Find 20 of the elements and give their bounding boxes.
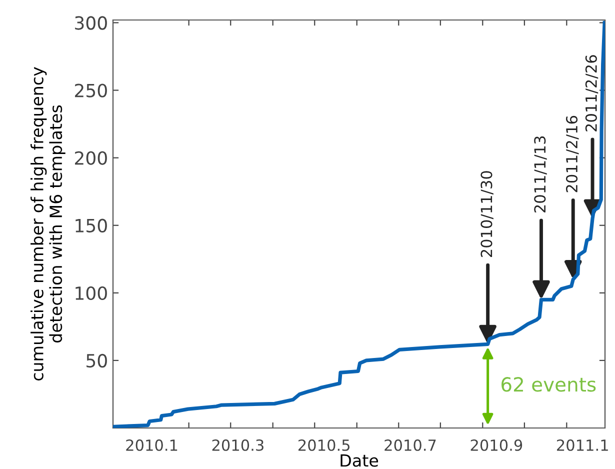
annotation: 2011/2/16: [566, 116, 579, 192]
y-tick-label: 200: [75, 151, 107, 165]
x-tick-label: 2010.7: [384, 439, 436, 451]
y-tick-label: 300: [75, 16, 107, 30]
x-tick-label: 2010.3: [212, 439, 264, 451]
x-tick-label: 2010.1: [126, 439, 178, 451]
y-tick-label: 250: [75, 84, 107, 98]
annotation: 2011/2/26: [585, 55, 598, 132]
y-axis-title: cumulative number of high frequency detection with M6 templates: [30, 67, 66, 381]
annotation: 2011/1/13: [534, 136, 547, 212]
y-tick-label: 100: [76, 286, 107, 300]
x-tick-label: 2010.9: [470, 439, 522, 451]
annotation: 2010/11/30: [480, 171, 494, 258]
x-tick-label: 2011.1: [556, 439, 608, 451]
line-series: [113, 20, 605, 428]
annotation: 62 events: [502, 377, 596, 392]
x-tick-label: 2010.5: [298, 439, 350, 451]
y-tick-label: 50: [86, 354, 107, 368]
y-tick-label: 150: [76, 218, 107, 232]
x-axis-title: Date: [340, 454, 378, 467]
